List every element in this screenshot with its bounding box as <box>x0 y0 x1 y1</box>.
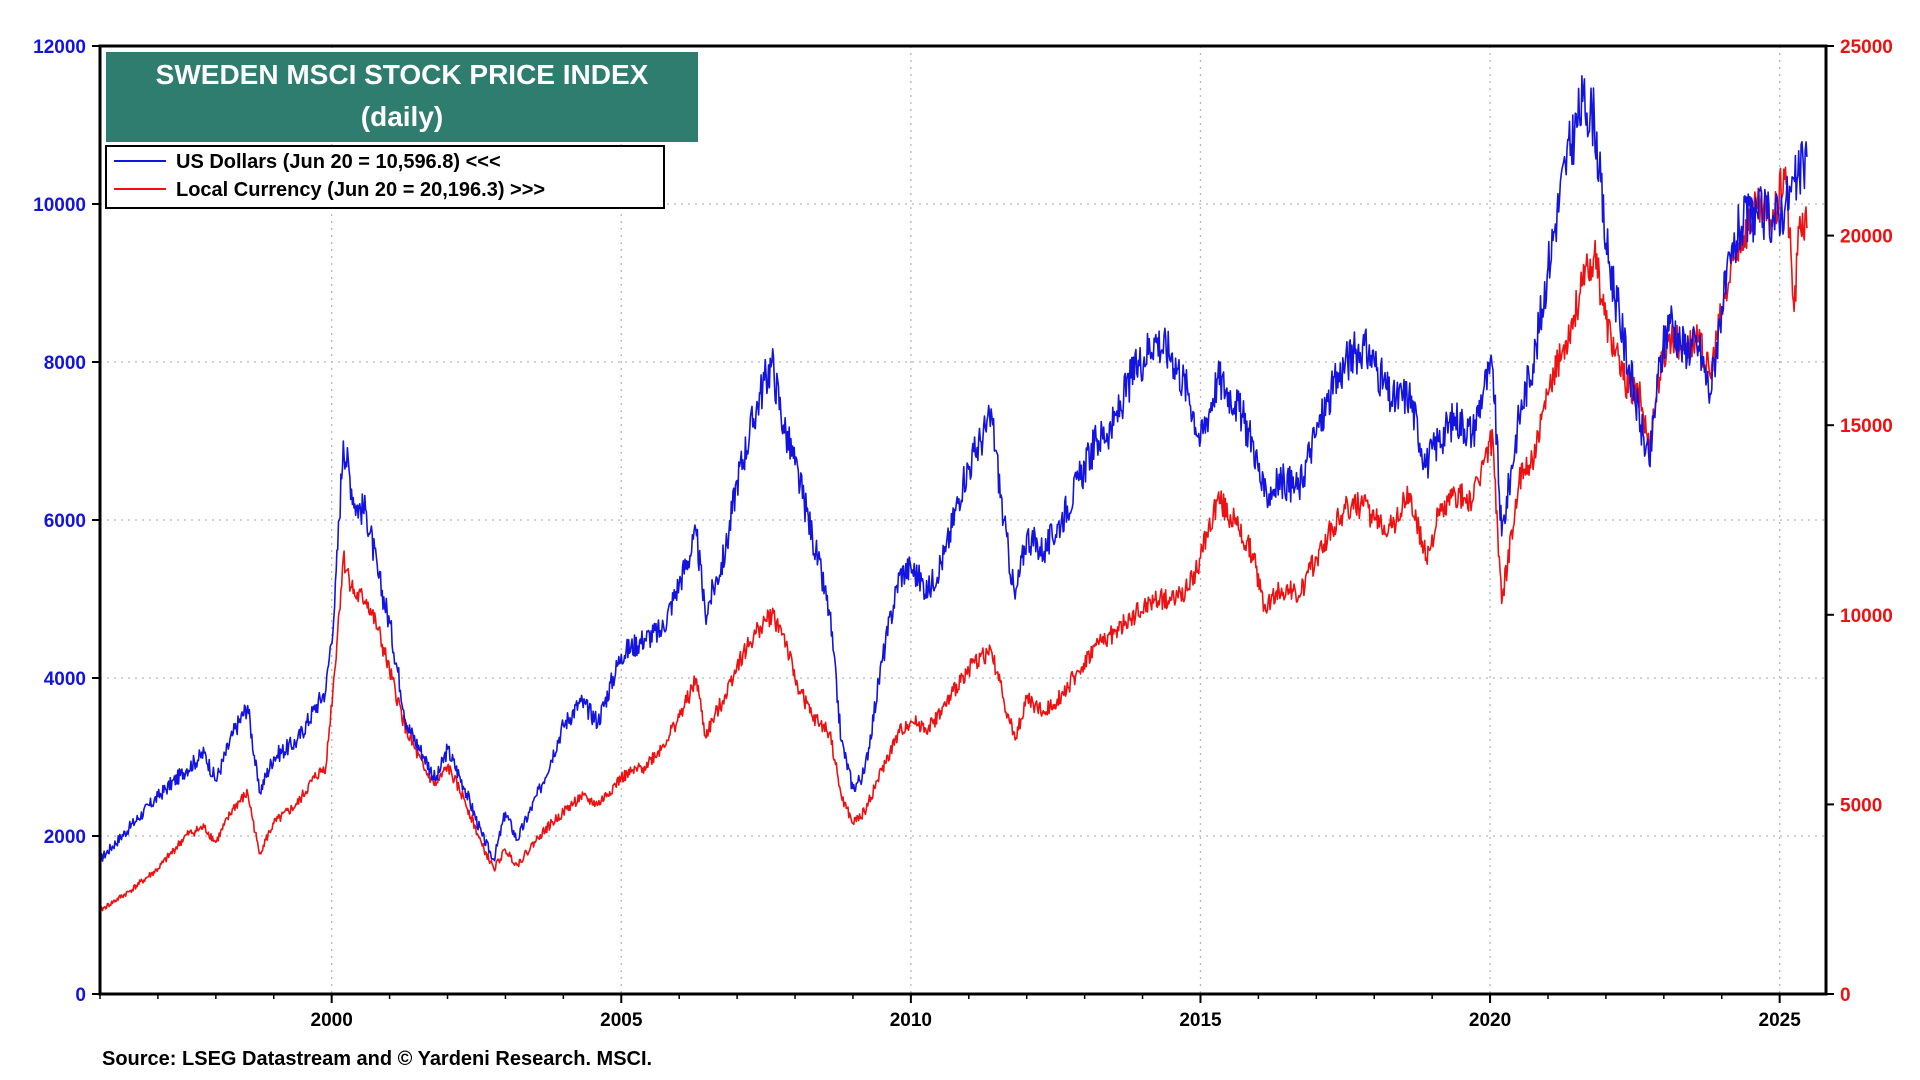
y-left-tick-label: 4000 <box>44 669 86 690</box>
x-tick-label: 2010 <box>890 1010 932 1031</box>
series-line-usd <box>99 75 1808 862</box>
y-right-tick-label: 10000 <box>1840 606 1893 627</box>
y-left-tick-label: 6000 <box>44 511 86 532</box>
chart-title: SWEDEN MSCI STOCK PRICE INDEX <box>156 59 649 90</box>
y-left-tick-label: 0 <box>75 985 86 1006</box>
source-note: Source: LSEG Datastream and © Yardeni Re… <box>102 1048 652 1070</box>
axes <box>92 44 1834 1003</box>
x-tick-label: 2000 <box>311 1010 353 1031</box>
tick-labels: 2000 2005 2010 2015 2020 2025 0 2000 4000 6000 800… <box>33 37 1893 1031</box>
series-lines <box>99 75 1808 912</box>
y-right-tick-label: 20000 <box>1840 227 1893 248</box>
series-line-local <box>99 166 1808 912</box>
y-left-tick-label: 12000 <box>33 37 86 58</box>
y-left-tick-label: 10000 <box>33 195 86 216</box>
y-right-tick-label: 15000 <box>1840 416 1893 437</box>
y-left-tick-label: 2000 <box>44 827 86 848</box>
legend-label-local: Local Currency (Jun 20 = 20,196.3) >>> <box>176 179 545 201</box>
legend-box <box>105 145 665 209</box>
x-tick-label: 2025 <box>1759 1010 1802 1031</box>
x-tick-label: 2020 <box>1469 1010 1511 1031</box>
y-left-tick-label: 8000 <box>44 353 86 374</box>
x-tick-label: 2015 <box>1179 1010 1222 1031</box>
y-right-tick-label: 5000 <box>1840 795 1882 816</box>
y-right-tick-label: 0 <box>1840 985 1851 1006</box>
legend: US Dollars (Jun 20 = 10,596.8) <<< Local… <box>105 145 665 209</box>
title-background <box>106 52 698 142</box>
title-box: SWEDEN MSCI STOCK PRICE INDEX (daily) <box>106 52 698 142</box>
plot-frame <box>98 44 1828 996</box>
y-right-tick-label: 25000 <box>1840 37 1893 58</box>
chart-subtitle: (daily) <box>361 101 443 132</box>
legend-label-usd: US Dollars (Jun 20 = 10,596.8) <<< <box>176 151 501 173</box>
x-tick-label: 2005 <box>600 1010 643 1031</box>
